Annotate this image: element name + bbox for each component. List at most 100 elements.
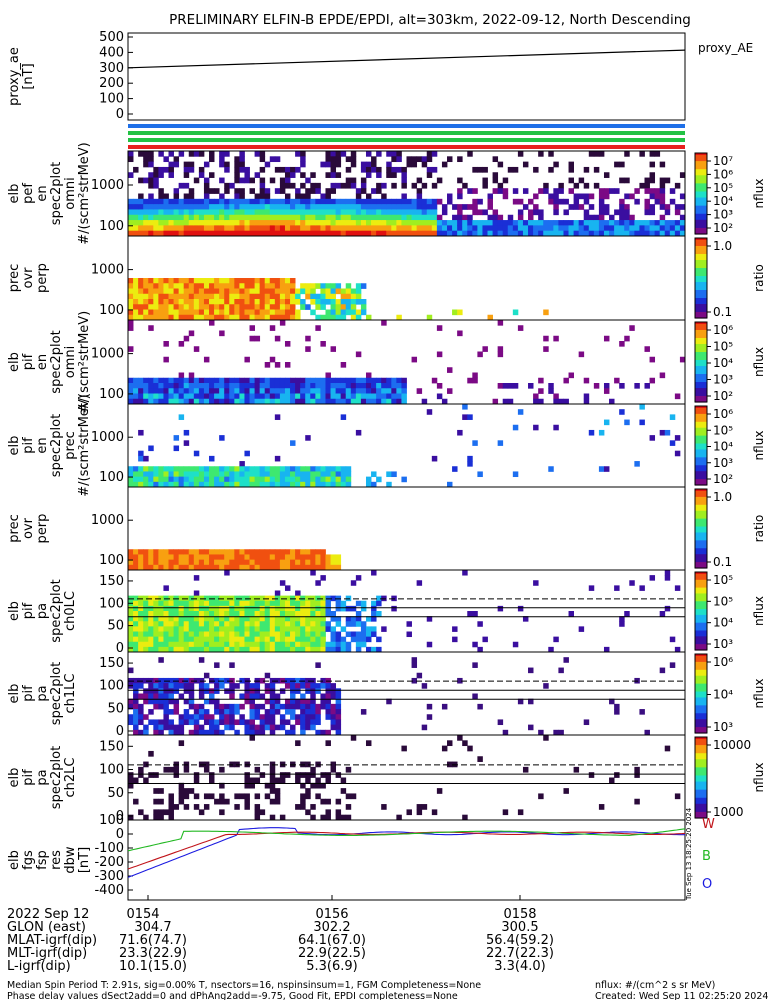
spectrogram-cell — [244, 388, 250, 394]
spectrogram-cell — [533, 225, 539, 232]
spectrogram-cell — [609, 188, 615, 194]
spectrogram-cell — [669, 198, 676, 205]
spectrogram-cell — [229, 600, 235, 607]
spectrogram-cell — [209, 471, 215, 478]
spectrogram-cell — [254, 278, 261, 284]
spectrogram-cell — [457, 309, 463, 316]
spectrogram-cell — [138, 549, 144, 555]
spectrogram-cell — [335, 605, 342, 612]
colorbar-tick-label: 10⁶ — [713, 407, 733, 421]
spectrogram-cell — [269, 683, 276, 689]
spectrogram-cell — [264, 554, 271, 561]
spectrogram-cell — [239, 314, 245, 321]
spectrogram-cell — [315, 605, 321, 612]
spectrogram-cell — [178, 293, 185, 300]
spectrogram-cell — [614, 209, 620, 216]
spectrogram-cell — [492, 156, 499, 163]
spectrogram-cell — [203, 729, 210, 736]
spectrogram-cell — [649, 435, 656, 441]
spectrogram-cell — [138, 476, 144, 483]
spectrogram-cell — [350, 398, 357, 405]
spectrogram-cell — [305, 193, 311, 200]
colorbar-segment — [695, 406, 707, 409]
spectrogram-cell — [355, 393, 362, 400]
spectrogram-cell — [624, 220, 630, 226]
spectrogram-cell — [300, 709, 306, 715]
spectrogram-cell — [168, 549, 174, 555]
spectrogram-cell — [305, 466, 311, 472]
spectrogram-cell — [371, 626, 377, 632]
spectrogram-cell — [143, 278, 149, 284]
spectrogram-cell — [224, 230, 230, 237]
spectrogram-cell — [274, 636, 281, 643]
spectrogram-cell — [224, 288, 230, 295]
spectrogram-cell — [133, 230, 139, 237]
spectrogram-cell — [158, 172, 164, 178]
spectrogram-cell — [391, 214, 397, 221]
colorbar-segment — [695, 745, 707, 748]
spectrogram-cell — [350, 204, 357, 210]
colorbar-segment — [695, 751, 707, 754]
spectrogram-cell — [350, 225, 357, 232]
spectrogram-cell — [674, 209, 681, 216]
spectrogram-cell — [244, 772, 250, 778]
spectrogram-cell — [259, 466, 266, 472]
pa_ch0-ytick-label: 150 — [99, 574, 124, 589]
spectrogram-cell — [239, 616, 245, 622]
spectrogram-cell — [183, 766, 190, 773]
spectrogram-cell — [133, 595, 139, 602]
colorbar-segment — [695, 459, 707, 462]
spectrogram-cell — [614, 161, 620, 168]
spectrogram-cell — [284, 605, 291, 612]
spectrogram-cell — [360, 605, 367, 612]
spectrogram-cell — [320, 304, 326, 310]
spectrogram-cell — [340, 466, 347, 472]
spectrogram-cell — [335, 304, 342, 310]
spectrogram-cell — [274, 393, 281, 400]
spectrogram-cell — [391, 182, 397, 189]
spectrogram-cell — [143, 398, 149, 405]
spectrogram-cell — [148, 549, 154, 555]
spectrogram-cell — [583, 209, 590, 216]
spectrogram-cell — [578, 351, 585, 358]
spectrogram-cell — [193, 450, 200, 457]
spectrogram-cell — [198, 198, 205, 205]
spectrogram-cell — [305, 346, 311, 352]
colorbar-segment — [695, 177, 707, 180]
spectrogram-cell — [284, 209, 291, 216]
spectrogram-cell — [345, 177, 352, 184]
spectrogram-cell — [133, 393, 139, 400]
spectrogram-cell — [568, 230, 574, 237]
spectrogram-cell — [168, 293, 174, 300]
spectrogram-cell — [365, 214, 372, 221]
spectrogram-cell — [138, 377, 144, 384]
spectrogram-cell — [158, 398, 164, 405]
spectrogram-cell — [467, 414, 473, 420]
spectrogram-cell — [325, 611, 331, 617]
spectrogram-cell — [360, 398, 367, 405]
spectrogram-cell — [229, 709, 235, 715]
spectrogram-cell — [224, 204, 230, 210]
spectrogram-cell — [163, 220, 169, 226]
spectrogram-cell — [168, 393, 174, 400]
spectrogram-cell — [325, 204, 331, 210]
spectrogram-cell — [376, 377, 382, 384]
spectrogram-cell — [274, 793, 281, 800]
spectrogram-cell — [279, 188, 286, 194]
spectrogram-cell — [669, 220, 676, 226]
spectrogram-cell — [426, 225, 433, 232]
spectrogram-cell — [209, 549, 215, 555]
spectrogram-cell — [138, 772, 144, 778]
spectrogram-cell — [234, 293, 240, 300]
spectrogram-cell — [173, 204, 180, 210]
spectrogram-cell — [421, 398, 428, 405]
spectrogram-cell — [198, 729, 205, 736]
spectrogram-cell — [335, 772, 342, 778]
spectrogram-cell — [244, 798, 250, 805]
spectrogram-cell — [609, 777, 615, 784]
spectrogram-cell — [548, 151, 554, 157]
colorbar-tick-label: 0.1 — [713, 305, 732, 319]
spectrogram-cell — [138, 214, 144, 221]
spectrogram-cell — [128, 782, 134, 789]
